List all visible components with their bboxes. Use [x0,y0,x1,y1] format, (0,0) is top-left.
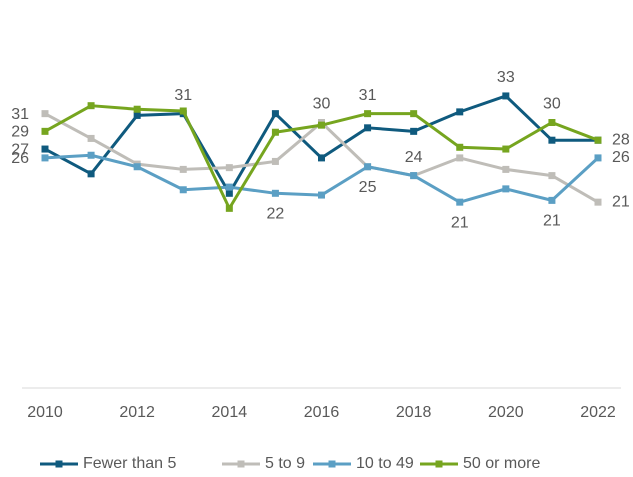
point-marker [87,134,95,142]
data-label: 27 [11,141,29,158]
data-label: 21 [451,214,469,231]
x-tick-label: 2020 [488,404,524,421]
point-marker [548,172,556,180]
point-marker [548,119,556,126]
point-marker [594,198,602,206]
point-marker [179,107,187,115]
point-marker [318,154,325,162]
x-tick-label: 2012 [119,404,155,421]
point-marker [133,111,141,119]
point-marker [502,185,510,193]
point-marker [225,183,233,191]
point-marker [502,145,510,153]
legend-label: 5 to 9 [265,455,305,472]
point-marker [133,105,141,113]
point-marker [271,157,279,165]
point-marker [87,170,95,178]
point-marker [225,164,233,172]
legend-marker [328,460,336,468]
data-label: 30 [543,96,561,113]
point-marker [502,92,510,100]
point-marker [456,108,464,116]
point-marker [456,154,464,162]
point-marker [179,186,187,194]
point-marker [594,154,602,162]
point-marker [41,154,49,162]
x-tick-label: 2018 [396,404,432,421]
data-label: 26 [11,150,29,167]
legend-marker [237,460,245,468]
data-label: 33 [497,69,515,86]
point-marker [456,198,464,206]
point-marker [502,165,510,173]
point-marker [548,196,556,204]
point-marker [225,189,233,197]
point-marker [410,110,418,118]
x-tick-label: 2022 [580,404,616,421]
point-marker [364,110,372,118]
point-marker [318,191,325,199]
legend-label: 10 to 49 [356,455,414,472]
point-marker [41,145,49,153]
x-tick-label: 2010 [27,404,63,421]
data-label: 28 [612,131,630,148]
legend-marker [55,460,63,468]
data-label: 21 [612,193,630,210]
data-label: 24 [405,149,423,166]
point-marker [133,163,141,171]
point-marker [410,172,418,180]
x-tick-label: 2014 [212,404,248,421]
point-marker [179,165,187,173]
data-label: 31 [11,106,29,123]
point-marker [364,163,372,171]
point-marker [456,143,464,151]
data-label: 25 [359,179,377,196]
legend-marker [435,460,443,468]
point-marker [41,127,49,135]
data-label: 29 [11,124,29,141]
data-label: 21 [543,213,561,230]
point-marker [271,128,279,136]
point-marker [271,189,279,197]
point-marker [364,124,372,132]
point-marker [548,136,556,144]
point-marker [87,102,95,110]
point-marker [41,110,49,118]
data-label: 31 [174,87,192,104]
legend-label: Fewer than 5 [83,455,176,472]
point-marker [225,204,233,212]
point-marker [271,110,279,118]
legend-label: 50 or more [463,455,540,472]
data-label: 30 [313,96,331,113]
x-tick-label: 2016 [304,404,340,421]
data-label: 26 [612,149,630,166]
point-marker [87,151,95,159]
point-marker [594,136,602,144]
point-marker [410,127,418,135]
data-label: 22 [267,206,285,223]
data-label: 31 [359,87,377,104]
point-marker [318,121,325,129]
